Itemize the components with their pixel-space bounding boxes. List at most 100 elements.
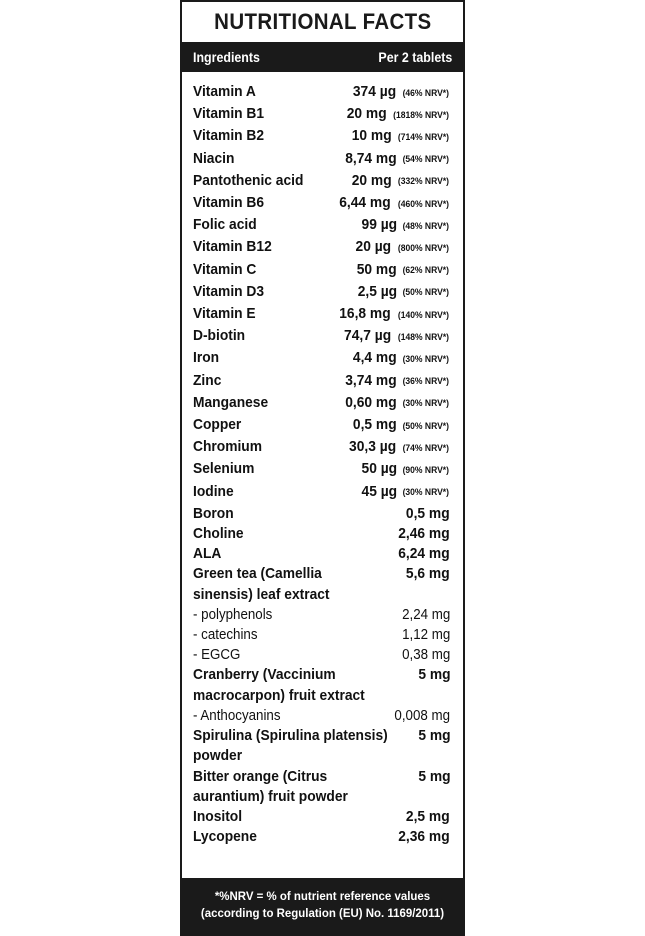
ingredients-table-body: Vitamin A 374 µg (46% NRV*) Vitamin B1 20 mg… (180, 72, 465, 880)
table-row: Iodine 45 µg (30% NRV*) (193, 482, 452, 504)
ingredient-amount: 6,44 mg (339, 194, 391, 212)
ingredient-amount-cell: 6,24 mg (396, 544, 452, 564)
ingredient-nrv-percent: (36% NRV*) (403, 376, 450, 388)
ingredient-name: Pantothenic acid (193, 171, 304, 189)
table-row: Lycopene 2,36 mg (193, 827, 452, 847)
ingredient-amount-cell: 16,8 mg (140% NRV*) (337, 304, 452, 326)
ingredient-amount: 2,24 mg (401, 606, 450, 623)
table-row: Vitamin B12 20 µg (800% NRV*) (193, 237, 452, 259)
ingredient-name: Vitamin A (193, 83, 256, 100)
ingredient-name: Selenium (193, 460, 255, 478)
ingredient-name: Spirulina (Spirulina platensis) powder (193, 727, 388, 765)
ingredient-amount-cell: 1,12 mg (400, 625, 452, 645)
table-row: Vitamin B6 6,44 mg (460% NRV*) (193, 193, 452, 215)
table-row: Vitamin D3 2,5 µg (50% NRV*) (193, 282, 452, 304)
table-row: D-biotin 74,7 µg (148% NRV*) (193, 326, 452, 348)
ingredient-amount: 20 mg (351, 171, 392, 189)
ingredient-amount-cell: 50 µg (90% NRV*) (360, 459, 452, 481)
ingredient-amount: 0,008 mg (393, 707, 450, 724)
ingredient-amount-cell: 3,74 mg (36% NRV*) (343, 371, 452, 393)
ingredient-amount: 2,5 mg (406, 807, 451, 825)
ingredient-name: Vitamin B6 (193, 194, 265, 212)
ingredient-nrv-percent: (50% NRV*) (403, 287, 450, 299)
ingredient-amount: 0,5 mg (406, 504, 451, 522)
ingredient-amount: 5 mg (418, 767, 451, 785)
ingredient-nrv-percent: (74% NRV*) (403, 442, 450, 454)
ingredient-name: ALA (193, 545, 222, 563)
table-row: Choline 2,46 mg (193, 524, 452, 544)
ingredient-name: Iron (193, 349, 220, 367)
table-row: Iron 4,4 mg (30% NRV*) (193, 348, 452, 370)
ingredient-name: Manganese (193, 393, 269, 411)
ingredient-amount-cell: 2,5 mg (404, 807, 452, 827)
ingredient-amount: 8,74 mg (344, 149, 397, 167)
footnote-line-1: *%NRV = % of nutrient reference values (214, 889, 431, 903)
ingredient-amount: 2,46 mg (398, 525, 450, 543)
table-row: Cranberry (Vaccinium macrocarpon) fruit … (193, 665, 452, 705)
ingredient-name: Inositol (193, 807, 243, 825)
table-row: Zinc 3,74 mg (36% NRV*) (193, 371, 452, 393)
column-header-ingredients: Ingredients (193, 49, 260, 65)
ingredient-amount-cell: 6,44 mg (460% NRV*) (337, 193, 452, 215)
ingredient-name: Zinc (193, 371, 222, 389)
table-row: Copper 0,5 mg (50% NRV*) (193, 415, 452, 437)
ingredient-name: Vitamin B1 (193, 105, 265, 123)
ingredient-amount-cell: 0,38 mg (400, 645, 452, 665)
ingredient-amount: 10 mg (351, 127, 392, 145)
footnote-line-2: (according to Regulation (EU) No. 1169/2… (200, 906, 445, 920)
table-row: - catechins 1,12 mg (193, 625, 452, 645)
ingredient-name: Iodine (193, 482, 234, 500)
ingredient-nrv-percent: (62% NRV*) (403, 265, 450, 277)
ingredient-name: Vitamin B12 (193, 238, 272, 256)
ingredient-amount-cell: 0,60 mg (30% NRV*) (343, 393, 452, 415)
ingredient-nrv-percent: (800% NRV*) (397, 242, 450, 254)
ingredient-amount-cell: 10 mg (714% NRV*) (350, 126, 452, 148)
table-row: Manganese 0,60 mg (30% NRV*) (193, 393, 452, 415)
ingredient-name: - EGCG (193, 647, 241, 664)
ingredient-name: Folic acid (193, 216, 257, 234)
ingredient-amount: 50 µg (361, 460, 397, 478)
ingredient-name: - catechins (193, 627, 258, 644)
ingredient-amount: 45 µg (361, 482, 397, 500)
ingredient-name: Bitter orange (Citrus aurantium) fruit p… (193, 767, 348, 805)
ingredient-nrv-percent: (1818% NRV*) (392, 109, 449, 121)
ingredient-amount-cell: 0,5 mg (50% NRV*) (351, 415, 452, 437)
ingredient-nrv-percent: (148% NRV*) (397, 331, 450, 343)
table-row: Boron 0,5 mg (193, 504, 452, 524)
ingredient-amount-cell: 20 mg (1818% NRV*) (345, 104, 453, 126)
ingredient-amount: 20 µg (356, 238, 392, 256)
ingredient-amount-cell: 5 mg (417, 767, 452, 787)
ingredient-amount-cell: 2,5 µg (50% NRV*) (356, 282, 452, 304)
table-row: Pantothenic acid 20 mg (332% NRV*) (193, 171, 452, 193)
column-header-amount: Per 2 tablets (378, 49, 452, 65)
ingredient-amount: 4,4 mg (352, 349, 397, 367)
ingredient-name: - polyphenols (193, 606, 273, 623)
table-row: - Anthocyanins 0,008 mg (193, 706, 452, 726)
ingredient-amount: 74,7 µg (344, 327, 392, 345)
table-row: Folic acid 99 µg (48% NRV*) (193, 215, 452, 237)
ingredient-amount: 3,74 mg (344, 371, 397, 389)
ingredient-amount: 1,12 mg (401, 627, 450, 644)
ingredient-amount: 0,5 mg (352, 416, 397, 434)
ingredient-amount-cell: 50 mg (62% NRV*) (355, 260, 452, 282)
label-footnote: *%NRV = % of nutrient reference values (… (180, 880, 465, 936)
ingredient-amount: 30,3 µg (349, 438, 397, 456)
ingredient-amount-cell: 0,008 mg (392, 706, 452, 726)
ingredient-name: - Anthocyanins (193, 707, 281, 724)
table-row: - polyphenols 2,24 mg (193, 605, 452, 625)
ingredient-amount-cell: 74,7 µg (148% NRV*) (342, 326, 452, 348)
ingredient-nrv-percent: (46% NRV*) (403, 87, 450, 99)
ingredient-name: Boron (193, 504, 234, 522)
ingredient-nrv-percent: (30% NRV*) (403, 353, 450, 365)
label-title-bar: NUTRITIONAL FACTS (180, 0, 465, 42)
ingredient-amount: 5 mg (418, 727, 451, 745)
ingredient-name: Lycopene (193, 828, 257, 846)
ingredient-amount-cell: 30,3 µg (74% NRV*) (347, 437, 452, 459)
table-header-row: Ingredients Per 2 tablets (180, 42, 465, 72)
ingredient-amount: 374 µg (353, 83, 397, 100)
ingredient-amount: 50 mg (356, 260, 397, 278)
ingredient-amount-cell: 4,4 mg (30% NRV*) (351, 348, 452, 370)
ingredient-name: Vitamin D3 (193, 282, 265, 300)
ingredient-name: Chromium (193, 438, 262, 456)
ingredient-amount-cell: 2,36 mg (396, 827, 452, 847)
